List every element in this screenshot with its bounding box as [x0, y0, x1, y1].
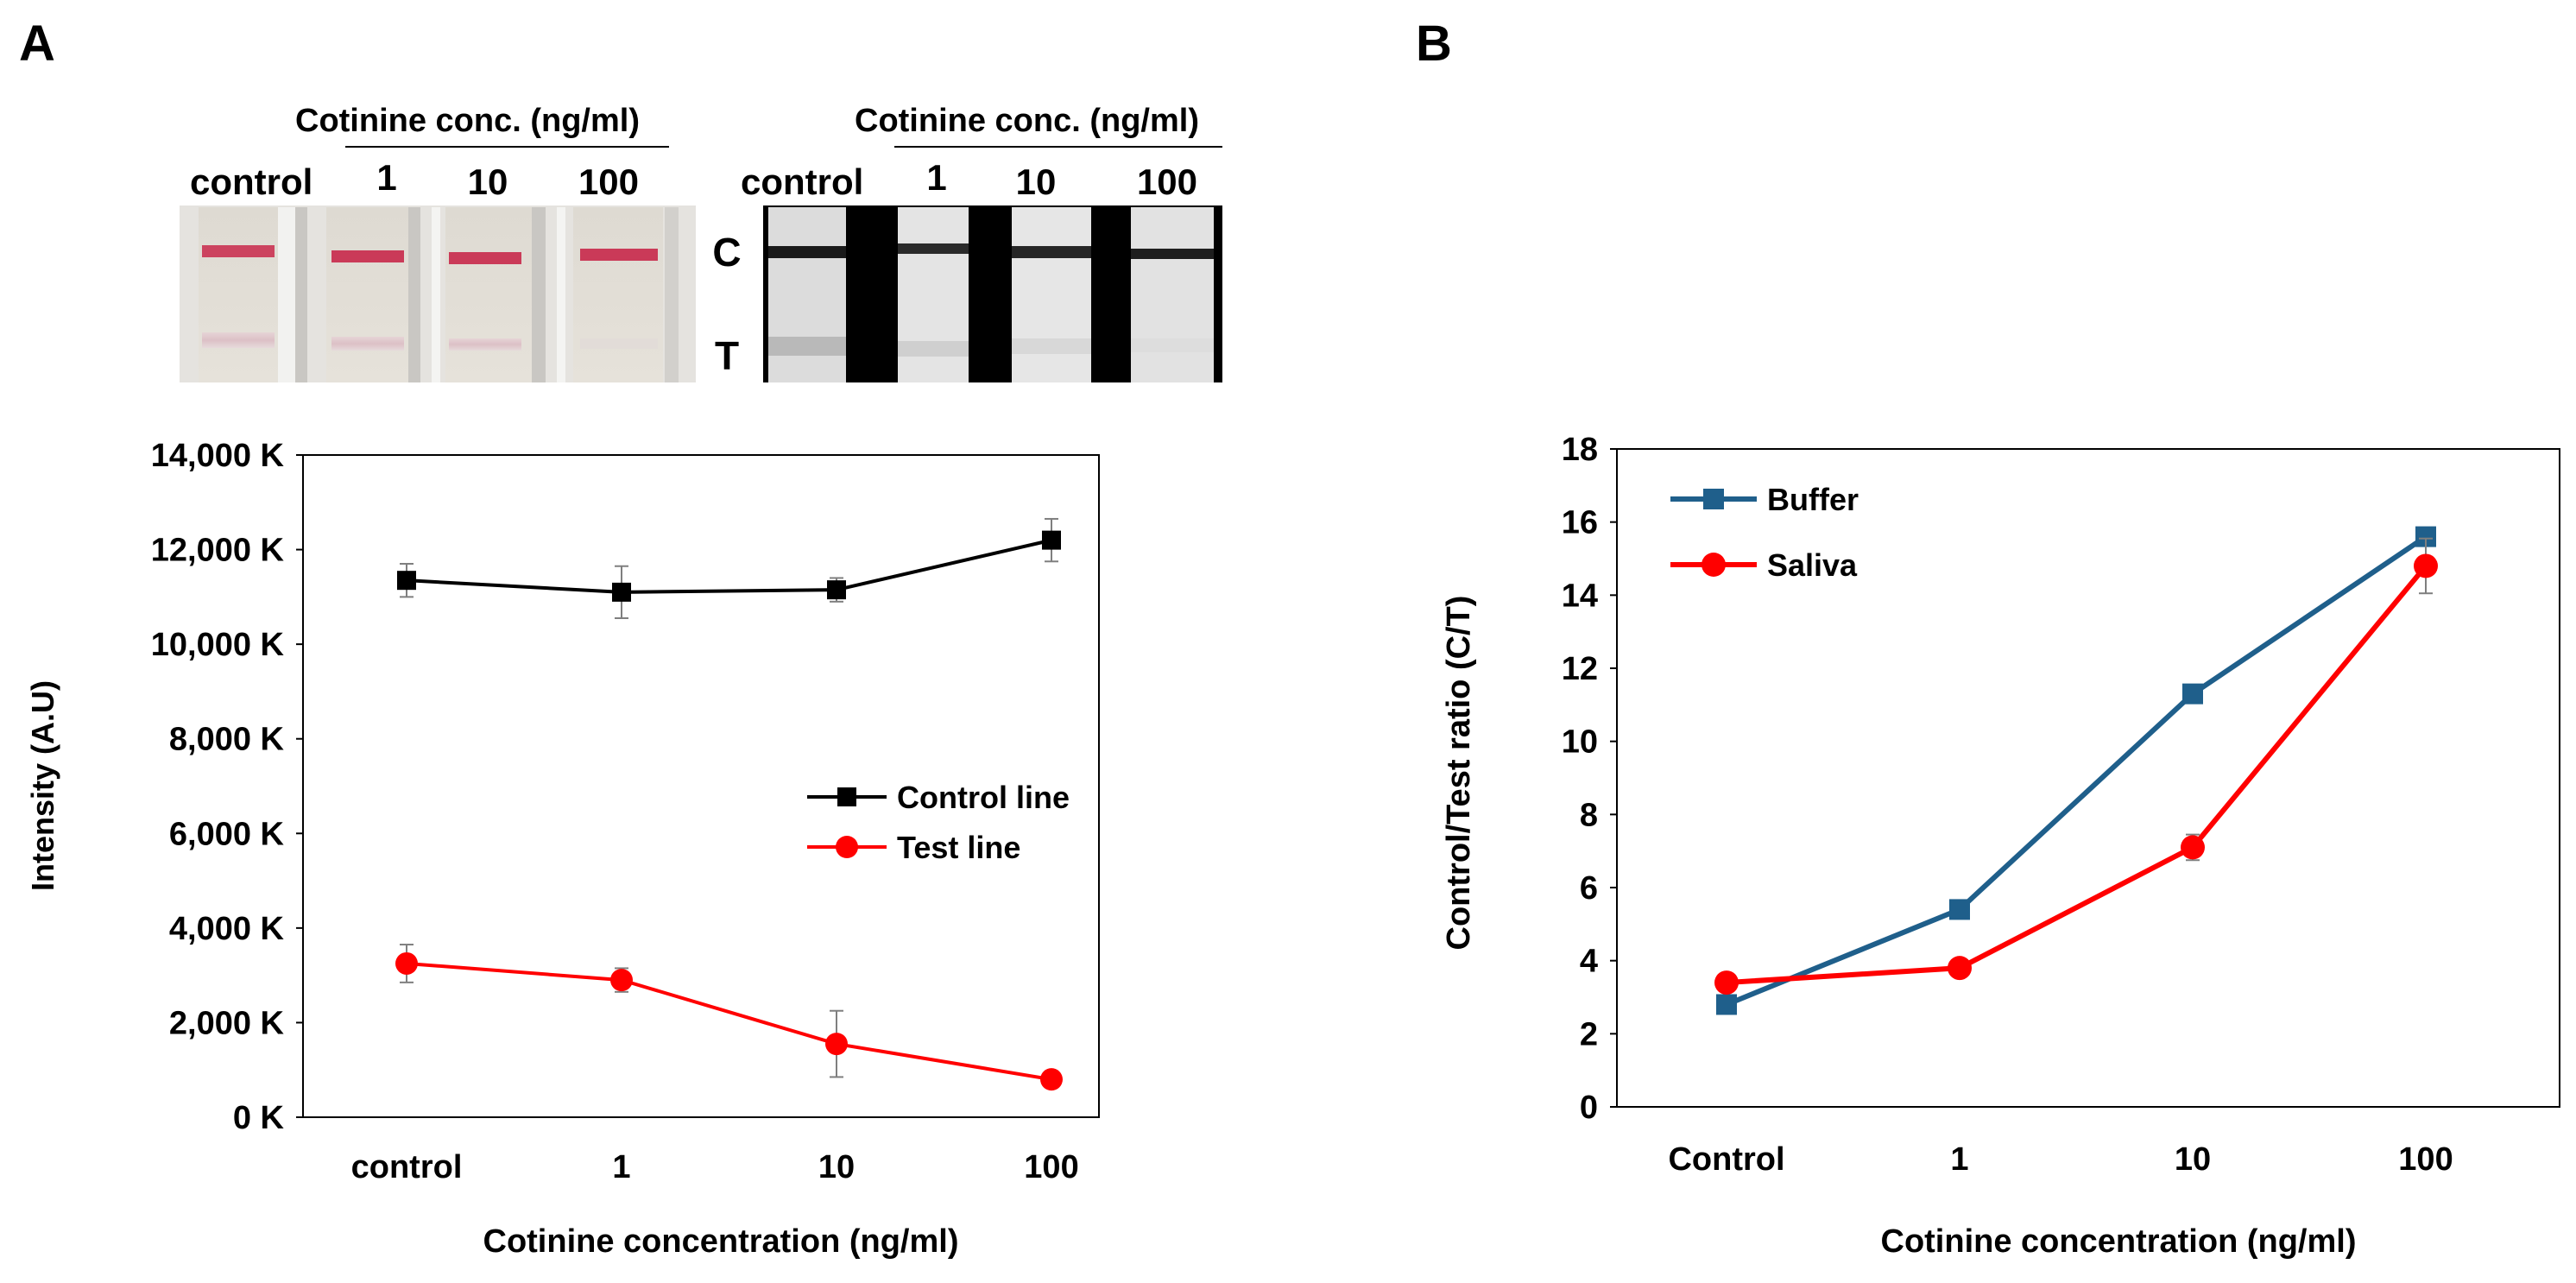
a-point-square	[612, 582, 631, 602]
strip-photo-color	[180, 205, 696, 382]
a-point-circle	[395, 951, 418, 975]
a-ytick-label: 2,000 K	[169, 1005, 285, 1041]
control-line-marker-c: C	[712, 230, 741, 275]
panel-a-letter: A	[19, 16, 55, 72]
b-xtick-label: Control	[1668, 1141, 1784, 1178]
b-point-square	[1716, 994, 1737, 1015]
a-legend-marker	[836, 836, 858, 858]
strip-photos: Cotinine conc. (ng/ml) Cotinine conc. (n…	[180, 103, 1222, 382]
b-ytick-label: 0	[1580, 1090, 1598, 1126]
chart-b: 0 2 4 6 8 10 12 14 16 18 Control 1 10 100 Control/Te…	[1441, 432, 2560, 1260]
lane-label-1-left: 1	[376, 157, 396, 198]
a-xtick-label: 1	[612, 1149, 630, 1185]
strip-lane-100	[573, 207, 663, 382]
strip-lane-control	[199, 207, 278, 382]
chart-b-legend: Buffer Saliva	[1670, 482, 1859, 583]
chart-b-x-axis-label: Cotinine concentration (ng/ml)	[1881, 1223, 2357, 1260]
a-point-square	[397, 571, 416, 591]
b-ytick-label: 18	[1562, 432, 1598, 468]
b-point-square	[1949, 899, 1970, 920]
b-ytick-label: 4	[1580, 944, 1598, 980]
b-xtick-label: 100	[2398, 1141, 2453, 1178]
a-ytick-label: 4,000 K	[169, 911, 285, 947]
a-xtick-label: control	[351, 1149, 463, 1185]
b-point-circle	[2181, 835, 2205, 860]
a-series-line-test-line	[406, 961, 1052, 1082]
a-point-circle	[1040, 1068, 1063, 1091]
lane-label-100-left: 100	[578, 161, 639, 202]
strip-lane-10	[445, 207, 532, 382]
b-ytick-label: 2	[1580, 1016, 1598, 1052]
b-ytick-label: 10	[1562, 724, 1598, 761]
b-point-circle	[2414, 553, 2438, 578]
chart-a-y-axis-label: Intensity (A.U)	[25, 680, 60, 891]
b-ytick-label: 14	[1562, 578, 1598, 614]
b-legend-marker	[1702, 553, 1726, 577]
gray-lane-10	[1012, 207, 1091, 382]
test-line-marker-t: T	[715, 333, 739, 378]
gray-lane-1	[898, 207, 969, 382]
cotinine-conc-label-left: Cotinine conc. (ng/ml)	[295, 103, 640, 139]
a-series-line-control-line	[406, 538, 1052, 594]
lane-label-control-left: control	[190, 161, 313, 202]
a-point-square	[827, 580, 846, 600]
panel-b-letter: B	[1416, 16, 1452, 72]
b-ytick-label: 6	[1580, 870, 1598, 907]
lane-label-100-right: 100	[1137, 161, 1197, 202]
chart-a-plot-area	[302, 454, 1100, 1118]
b-xtick-label: 1	[1950, 1141, 1968, 1178]
a-ytick-label: 14,000 K	[151, 438, 285, 474]
a-legend-label: Test line	[897, 830, 1020, 865]
b-xtick-label: 10	[2175, 1141, 2211, 1178]
lane-label-control-right: control	[741, 161, 863, 202]
a-ytick-label: 6,000 K	[169, 816, 285, 852]
a-point-circle	[825, 1033, 848, 1056]
b-series-line-buffer	[1725, 534, 2428, 1008]
b-legend-label: Buffer	[1767, 482, 1859, 517]
lane-label-1-right: 1	[926, 157, 946, 198]
lane-label-10-right: 10	[1016, 161, 1057, 202]
b-series-line-saliva	[1726, 564, 2428, 986]
gray-lane-100	[1131, 207, 1214, 382]
b-ytick-label: 8	[1580, 797, 1598, 833]
a-ytick-label: 8,000 K	[169, 722, 285, 758]
chart-a-x-axis-label: Cotinine concentration (ng/ml)	[483, 1223, 959, 1260]
chart-b-plot-area	[1616, 448, 2560, 1108]
a-ytick-label: 12,000 K	[151, 533, 285, 569]
a-xtick-label: 10	[818, 1149, 855, 1185]
b-point-circle	[1948, 956, 1972, 981]
gray-lane-control	[768, 207, 846, 382]
a-legend-marker	[837, 787, 856, 806]
a-point-circle	[610, 969, 633, 992]
strip-lane-1	[326, 207, 408, 382]
chart-a-legend: Control line Test line	[807, 780, 1070, 865]
b-legend-marker	[1703, 489, 1724, 509]
chart-b-y-axis-label: Control/Test ratio (C/T)	[1441, 596, 1477, 951]
b-ytick-label: 12	[1562, 651, 1598, 687]
b-legend-label: Saliva	[1767, 547, 1858, 583]
b-ytick-label: 16	[1562, 505, 1598, 541]
b-point-circle	[1714, 970, 1739, 995]
lane-label-10-left: 10	[468, 161, 508, 202]
b-point-square	[2182, 683, 2203, 705]
a-point-square	[1042, 530, 1061, 550]
chart-a: 0 K 2,000 K 4,000 K 6,000 K 8,000 K 10,000 K 1…	[25, 438, 1100, 1260]
a-legend-label: Control line	[897, 780, 1070, 815]
cotinine-conc-label-right: Cotinine conc. (ng/ml)	[855, 103, 1199, 139]
a-ytick-label: 0 K	[233, 1100, 285, 1136]
a-ytick-label: 10,000 K	[151, 627, 285, 663]
strip-photo-grayscale	[763, 205, 1222, 382]
a-xtick-label: 100	[1024, 1149, 1078, 1185]
